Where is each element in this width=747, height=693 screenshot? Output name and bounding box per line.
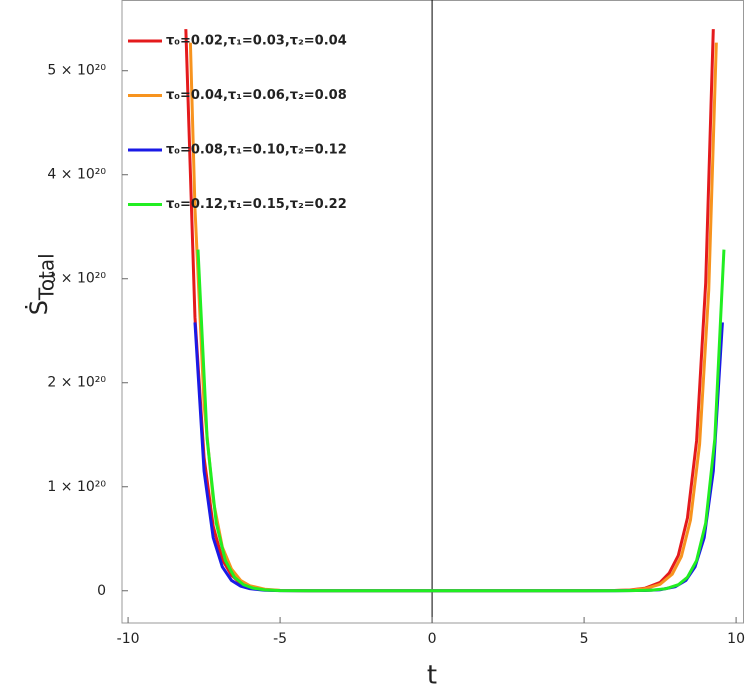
x-tick-label: 5 xyxy=(580,631,589,647)
y-axis-subscript: Total xyxy=(35,253,59,301)
y-tick-label: 2 × 10²⁰ xyxy=(47,375,106,391)
series-line xyxy=(193,322,724,593)
legend-label: τ₀=0.04,τ₁=0.06,τ₂=0.08 xyxy=(166,88,347,103)
y-axis-symbol: Ṡ xyxy=(24,300,53,315)
x-tick-label: 10 xyxy=(727,631,745,647)
y-tick-label: 5 × 10²⁰ xyxy=(47,63,106,79)
y-axis-label: Ṡ Total xyxy=(24,253,59,315)
series-line xyxy=(184,29,715,593)
x-tick-label: -10 xyxy=(117,631,140,647)
x-axis-label: t xyxy=(427,661,437,690)
legend-label: τ₀=0.08,τ₁=0.10,τ₂=0.12 xyxy=(166,143,347,158)
x-tick-label: -5 xyxy=(273,631,287,647)
x-tick-label: 0 xyxy=(428,631,437,647)
y-tick-label: 0 xyxy=(97,583,106,599)
legend-label: τ₀=0.02,τ₁=0.03,τ₂=0.04 xyxy=(166,34,347,49)
series-line xyxy=(188,42,718,593)
y-tick-label: 4 × 10²⁰ xyxy=(47,167,106,183)
plot-area xyxy=(184,29,726,593)
series-line xyxy=(196,249,726,593)
legend-label: τ₀=0.12,τ₁=0.15,τ₂=0.22 xyxy=(166,197,347,212)
y-tick-label: 3 × 10²⁰ xyxy=(47,271,106,287)
y-tick-label: 1 × 10²⁰ xyxy=(47,479,106,495)
plot-frame xyxy=(121,0,744,624)
